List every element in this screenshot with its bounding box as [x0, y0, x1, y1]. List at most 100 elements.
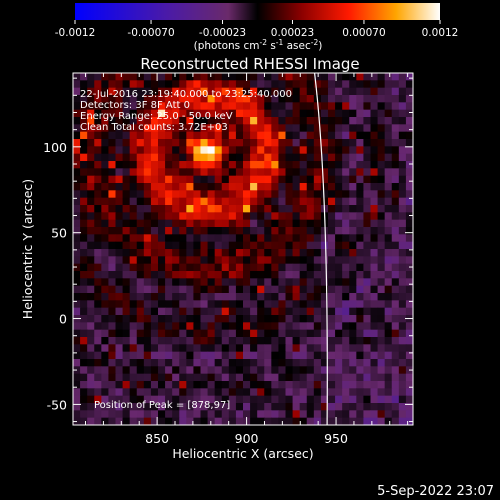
heatmap-pixel: [150, 227, 159, 235]
heatmap-pixel: [165, 87, 173, 96]
heatmap-pixel: [257, 315, 265, 323]
heatmap-pixel: [193, 249, 202, 257]
heatmap-pixel: [370, 315, 379, 323]
heatmap-pixel: [87, 278, 95, 287]
heatmap-pixel: [271, 249, 280, 257]
heatmap-pixel: [306, 307, 315, 316]
heatmap-pixel: [398, 285, 407, 294]
heatmap-pixel: [136, 388, 145, 397]
heatmap-pixel: [108, 109, 117, 118]
heatmap-pixel: [221, 117, 230, 125]
heatmap-pixel: [165, 373, 173, 382]
heatmap-pixel: [150, 337, 159, 345]
heatmap-pixel: [165, 197, 173, 206]
heatmap-pixel: [264, 249, 272, 257]
heatmap-pixel: [150, 329, 159, 338]
heatmap-pixel: [129, 234, 138, 243]
heatmap-pixel: [158, 395, 166, 404]
heatmap-pixel: [73, 227, 81, 235]
heatmap-pixel: [158, 175, 166, 184]
heatmap-pixel: [108, 131, 117, 140]
heatmap-pixel: [158, 381, 166, 389]
heatmap-pixel: [165, 300, 173, 309]
heatmap-pixel: [335, 212, 343, 221]
heatmap-pixel: [292, 117, 301, 125]
heatmap-pixel: [278, 168, 287, 177]
heatmap-pixel: [136, 109, 145, 118]
heatmap-pixel: [257, 175, 265, 184]
heatmap-pixel: [235, 373, 244, 382]
heatmap-pixel: [405, 197, 413, 206]
heatmap-pixel: [179, 73, 187, 81]
heatmap-pixel: [165, 80, 173, 89]
heatmap-pixel: [172, 102, 180, 111]
heatmap-pixel: [115, 73, 124, 81]
heatmap-pixel: [186, 183, 195, 191]
heatmap-pixel: [221, 139, 230, 147]
heatmap-pixel: [292, 329, 301, 338]
heatmap-pixel: [101, 293, 110, 301]
heatmap-pixel: [115, 153, 124, 162]
heatmap-pixel: [115, 417, 124, 425]
heatmap-pixel: [292, 249, 301, 257]
heatmap-pixel: [257, 241, 265, 250]
heatmap-pixel: [179, 190, 187, 199]
heatmap-pixel: [335, 388, 343, 397]
heatmap-pixel: [200, 300, 209, 309]
heatmap-pixel: [200, 102, 209, 111]
heatmap-pixel: [193, 300, 202, 309]
heatmap-pixel: [299, 403, 308, 411]
heatmap-pixel: [356, 337, 365, 345]
heatmap-pixel: [278, 256, 287, 265]
heatmap-pixel: [250, 227, 258, 235]
heatmap-pixel: [136, 80, 145, 89]
heatmap-pixel: [228, 183, 237, 191]
heatmap-pixel: [172, 117, 180, 125]
heatmap-pixel: [320, 197, 329, 206]
heatmap-pixel: [278, 366, 287, 375]
heatmap-pixel: [235, 249, 244, 257]
heatmap-pixel: [349, 241, 357, 250]
heatmap-pixel: [158, 307, 166, 316]
heatmap-pixel: [405, 241, 413, 250]
heatmap-pixel: [285, 403, 294, 411]
heatmap-pixel: [143, 190, 152, 199]
heatmap-pixel: [391, 227, 400, 235]
heatmap-pixel: [207, 249, 216, 257]
heatmap-pixel: [271, 300, 280, 309]
heatmap-pixel: [101, 300, 110, 309]
heatmap-pixel: [158, 205, 166, 213]
heatmap-pixel: [349, 373, 357, 382]
heatmap-pixel: [356, 205, 365, 213]
heatmap-pixel: [264, 263, 272, 272]
heatmap-pixel: [143, 410, 152, 419]
heatmap-pixel: [328, 161, 336, 169]
heatmap-pixel: [122, 95, 131, 103]
heatmap-pixel: [172, 175, 180, 184]
heatmap-pixel: [356, 271, 365, 279]
heatmap-pixel: [179, 146, 187, 155]
heatmap-pixel: [172, 285, 180, 294]
heatmap-pixel: [243, 131, 251, 140]
heatmap-pixel: [384, 197, 393, 206]
heatmap-pixel: [398, 381, 407, 389]
heatmap-pixel: [235, 403, 244, 411]
heatmap-pixel: [108, 227, 117, 235]
heatmap-pixel: [306, 351, 315, 360]
heatmap-pixel: [292, 190, 301, 199]
heatmap-pixel: [228, 175, 237, 184]
heatmap-pixel: [335, 168, 343, 177]
heatmap-pixel: [193, 373, 202, 382]
heatmap-pixel: [257, 117, 265, 125]
heatmap-pixel: [356, 117, 365, 125]
heatmap-pixel: [313, 403, 322, 411]
heatmap-pixel: [129, 87, 138, 96]
heatmap-pixel: [391, 102, 400, 111]
heatmap-pixel: [377, 403, 386, 411]
heatmap-pixel: [122, 212, 131, 221]
heatmap-pixel: [257, 307, 265, 316]
heatmap-pixel: [342, 403, 350, 411]
heatmap-pixel: [391, 73, 400, 81]
heatmap-pixel: [306, 271, 315, 279]
heatmap-pixel: [370, 307, 379, 316]
